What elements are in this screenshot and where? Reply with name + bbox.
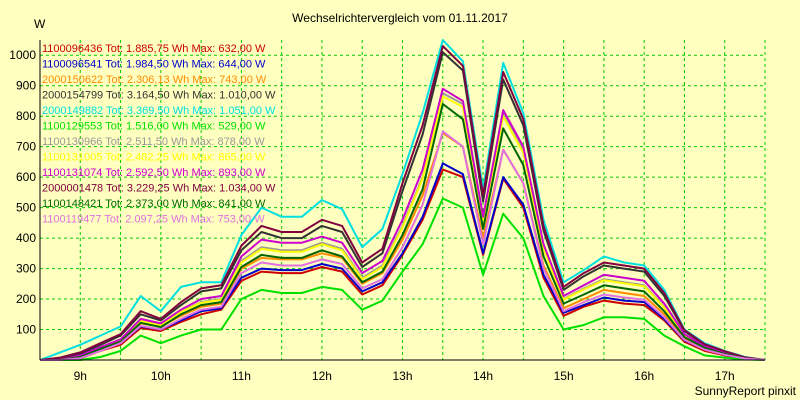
legend-total: Tot: 1.885,75 Wh [102, 43, 188, 55]
legend-max: Max: 1.051,00 W [189, 105, 276, 117]
x-tick-label: 16h [634, 369, 654, 383]
y-axis-unit-label: W [34, 17, 46, 31]
legend-series-id: 2000154799 [42, 90, 103, 102]
y-tick-label: 400 [16, 231, 36, 245]
legend: 1100096436 Tot: 1.885,75 Wh Max: 632,00 … [42, 43, 276, 226]
y-tick-label: 800 [16, 109, 36, 123]
legend-entry-1100148421: 1100148421 Tot: 2.373,00 Wh Max: 841,00 … [42, 198, 266, 210]
y-tick-label: 700 [16, 140, 36, 154]
legend-total: Tot: 1.516,00 Wh [102, 121, 188, 133]
legend-max: Max: 644,00 W [188, 59, 266, 71]
legend-series-id: 1100119477 [42, 214, 102, 226]
x-tick-label: 12h [312, 369, 332, 383]
y-tick-label: 300 [16, 262, 36, 276]
legend-series-id: 1100096541 [42, 59, 102, 71]
legend-max: Max: 1.010,00 W [189, 90, 276, 102]
series-line-1100131074 [40, 87, 766, 361]
legend-series-id: 2000001478 [42, 183, 103, 195]
x-tick-label: 10h [151, 369, 171, 383]
legend-max: Max: 893,00 W [188, 167, 266, 179]
legend-max: Max: 841,00 W [188, 198, 266, 210]
legend-max: Max: 529,00 W [188, 121, 266, 133]
series-line-2000154799 [39, 51, 766, 361]
legend-total: Tot: 3.229,25 Wh [103, 183, 189, 195]
x-tick-label: 14h [473, 369, 493, 383]
legend-series-id: 1100148421 [42, 198, 102, 210]
legend-max: Max: 743,00 W [189, 74, 267, 86]
legend-series-id: 1100130966 [42, 136, 102, 148]
y-tick-label: 900 [16, 79, 36, 93]
legend-entry-2000001478: 2000001478 Tot: 3.229,25 Wh Max: 1.034,0… [42, 183, 276, 195]
series-line-2000001478 [39, 45, 766, 361]
series-layer [39, 39, 766, 361]
legend-entry-2000149882: 2000149882 Tot: 3.369,50 Wh Max: 1.051,0… [42, 105, 276, 117]
legend-total: Tot: 2.511,50 Wh [102, 136, 187, 148]
legend-entry-1100119477: 1100119477 Tot: 2.097,25 Wh Max: 753,00 … [42, 214, 265, 226]
legend-entry-1100096541: 1100096541 Tot: 1.984,50 Wh Max: 644,00 … [42, 59, 266, 71]
series-line-1100148421 [40, 103, 766, 361]
legend-entry-1100131074: 1100131074 Tot: 2.592,50 Wh Max: 893,00 … [42, 167, 266, 179]
legend-total: Tot: 3.164,50 Wh [103, 90, 189, 102]
legend-total: Tot: 2.482,25 Wh [102, 152, 188, 164]
legend-total: Tot: 2.373,00 Wh [102, 198, 188, 210]
x-tick-label: 9h [74, 369, 87, 383]
legend-entry-2000150622: 2000150622 Tot: 2.306,13 Wh Max: 743,00 … [42, 74, 267, 86]
legend-series-id: 1100131005 [42, 152, 102, 164]
chart-title: Wechselrichtervergleich vom 01.11.2017 [292, 11, 508, 25]
y-tick-label: 500 [16, 201, 36, 215]
x-tick-label: 11h [232, 369, 251, 383]
y-tick-label: 100 [16, 323, 36, 337]
legend-total: Tot: 2.097,25 Wh [102, 214, 188, 226]
legend-series-id: 2000150622 [42, 74, 103, 86]
y-tick-label: 200 [16, 292, 36, 306]
legend-total: Tot: 3.369,50 Wh [103, 105, 189, 117]
series-line-1100131005 [40, 95, 766, 361]
legend-max: Max: 1.034,00 W [189, 183, 276, 195]
x-tick-label: 13h [392, 369, 412, 383]
legend-max: Max: 878,00 W [188, 136, 266, 148]
legend-total: Tot: 2.592,50 Wh [102, 167, 188, 179]
series-line-2000149882 [39, 39, 766, 361]
legend-total: Tot: 2.306,13 Wh [103, 74, 189, 86]
y-tick-label: 1000 [9, 48, 36, 62]
legend-max: Max: 865,00 W [188, 152, 266, 164]
legend-max: Max: 632,00 W [188, 43, 266, 55]
legend-entry-1100129553: 1100129553 Tot: 1.516,00 Wh Max: 529,00 … [42, 121, 266, 133]
axis-layer: 100 200 300 400 500 600 700 800 900 1000 9h 10h 11h 1… [9, 40, 765, 383]
legend-entry-1100096436: 1100096436 Tot: 1.885,75 Wh Max: 632,00 … [42, 43, 266, 55]
legend-series-id: 1100096436 [42, 43, 102, 55]
x-tick-label: 17h [715, 369, 735, 383]
legend-series-id: 2000149882 [42, 105, 103, 117]
y-tick-label: 600 [16, 170, 36, 184]
series-line-1100119477 [40, 130, 766, 361]
x-tick-label: 15h [554, 369, 574, 383]
legend-series-id: 1100131074 [42, 167, 102, 179]
legend-total: Tot: 1.984,50 Wh [102, 59, 188, 71]
legend-entry-1100131005: 1100131005 Tot: 2.482,25 Wh Max: 865,00 … [42, 152, 266, 164]
legend-max: Max: 753,00 W [188, 214, 266, 226]
legend-entry-1100130966: 1100130966 Tot: 2.511,50 Wh Max: 878,00 … [42, 136, 265, 148]
footer-credit: SunnyReport pinxit [695, 384, 797, 398]
legend-series-id: 1100129553 [42, 121, 102, 133]
legend-entry-2000154799: 2000154799 Tot: 3.164,50 Wh Max: 1.010,0… [42, 90, 276, 102]
series-line-1100129553 [40, 197, 766, 361]
